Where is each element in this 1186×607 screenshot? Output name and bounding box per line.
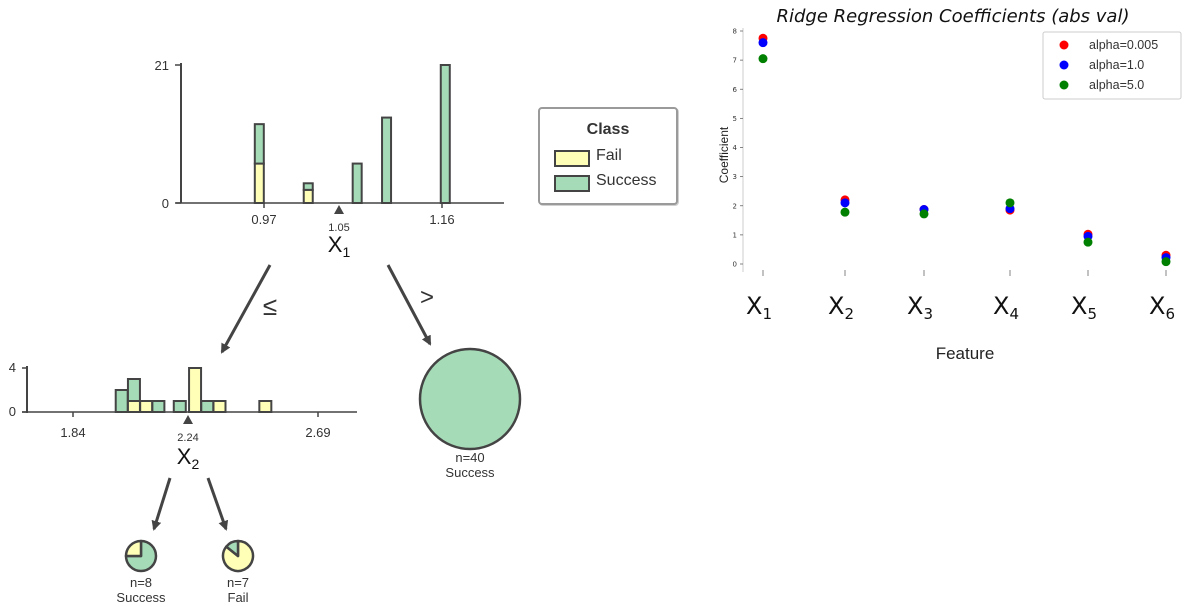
ridge-coefficient-chart: Ridge Regression Coefficients (abs val) … [717,6,1182,363]
ridge-point-s2-x2 [840,207,850,217]
ridge-x-axis-label: Feature [936,344,995,363]
x2-hist-bar-success-4 [172,400,187,413]
ridge-point-s1-x1 [758,38,768,48]
x2-left-branch-arrow [151,477,172,531]
left-branch-label: ≤ [263,291,277,321]
root-hist-bar-success-0 [253,123,265,165]
class-legend: Class Fail Success [538,107,678,205]
root-split-value: 1.05 [328,222,349,234]
ridge-xtick-label-2: X2 [828,292,854,323]
root-split-histogram: 21 0 0.97 1.16 1.05 X1 [155,58,504,260]
leaf-right-root-count: n=40 [455,450,484,465]
fail-label: Fail [596,147,622,164]
root-hist-bar-success-1 [302,182,314,191]
ridge-chart-title: Ridge Regression Coefficients (abs val) [776,6,1129,27]
leaf-left-x2-pie-slice-1 [124,539,143,558]
x2-hist-ytick-label-0: 0 [9,404,16,419]
x2-hist-bar-fail-5 [188,367,203,413]
x2-split-histogram: 4 0 1.84 2.69 2.24 X2 [9,360,357,472]
ridge-point-s1-x2 [840,198,850,208]
ridge-ytick-label-0: 0 [733,261,737,269]
x2-split-marker [183,415,193,424]
ridge-ytick-label-8: 8 [733,28,737,36]
ridge-xtick-label-1: X1 [746,292,772,323]
leaf-left-x2-pie-slice-0 [124,539,158,573]
ridge-ytick-label-2: 2 [733,202,737,210]
root-split-marker [334,205,344,214]
ridge-legend-frame [1042,31,1182,100]
x2-hist-bar-success-1 [126,378,141,402]
root-hist-bar-fail-0 [253,162,265,204]
ridge-xtick-label-4: X4 [993,292,1019,323]
success-swatch [554,175,590,192]
ridge-xtick-label-6: X6 [1149,292,1175,323]
class-legend-title: Class [586,121,630,138]
leaf-right-x2-pie [221,539,255,573]
x2-hist-bar-success-6 [200,400,215,413]
x2-hist-ytick-label-4: 4 [9,360,16,375]
x2-right-branch-arrow [206,477,229,531]
leaf-left-x2-pie [124,539,158,573]
ridge-legend-marker-alpha-1.0 [1059,60,1069,70]
x2-hist-bar-fail-2 [139,400,154,413]
ridge-xtick-label-5: X5 [1071,292,1097,323]
ridge-ytick-label-3: 3 [733,173,737,181]
ridge-legend-marker-alpha-0.005 [1059,40,1069,50]
root-hist-ytick-label-21: 21 [155,58,169,73]
ridge-ytick-label-7: 7 [733,57,737,65]
x2-hist-xtick-label-1.84: 1.84 [60,425,85,440]
left-branch-arrow [220,264,272,354]
leaf-right-x2: n=7 Fail [221,539,255,605]
ridge-point-s2-x4 [1005,198,1015,208]
leaf-right-root-class: Success [445,465,495,480]
root-hist-ytick-label-0: 0 [162,196,169,211]
ridge-legend-marker-alpha-5.0 [1059,80,1069,90]
ridge-point-s2-x6 [1161,257,1171,267]
x2-hist-bar-fail-8 [258,400,273,413]
root-variable-label: X1 [328,232,351,260]
ridge-point-s2-x5 [1083,237,1093,247]
root-hist-xtick-label-1.16: 1.16 [429,212,454,227]
leaf-right-x2-class: Fail [228,590,249,605]
right-branch-arrow [386,264,432,346]
root-hist-bar-success-3 [381,116,393,204]
leaf-left-x2-class: Success [116,590,166,605]
x2-variable-label: X2 [177,444,200,472]
root-hist-xtick-label-0.97: 0.97 [251,212,276,227]
x2-split-value: 2.24 [177,432,198,444]
x2-hist-bar-success-0 [114,389,129,413]
right-branch-label: > [420,284,434,311]
leaf-right-root-pie [418,347,522,451]
ridge-ytick-label-1: 1 [733,231,737,239]
leaf-left-x2-count: n=8 [130,575,152,590]
leaf-right-x2-pie-slice-1 [225,539,240,558]
ridge-y-axis-label: Coefficient [717,126,731,183]
leaf-left-x2: n=8 Success [116,539,166,605]
leaf-right-root: n=40 Success [418,347,522,480]
success-label: Success [596,172,657,189]
x2-hist-bar-success-3 [151,400,166,413]
x2-hist-bar-fail-7 [212,400,227,413]
leaf-right-x2-count: n=7 [227,575,249,590]
ridge-xtick-label-3: X3 [907,292,933,323]
ridge-legend: alpha=0.005 alpha=1.0 alpha=5.0 [1042,31,1182,100]
ridge-ytick-label-5: 5 [733,115,737,123]
root-hist-bar-success-2 [351,162,363,204]
ridge-ytick-label-6: 6 [733,86,738,94]
root-hist-bar-success-4 [439,64,451,204]
root-hist-bar-fail-1 [302,188,314,205]
ridge-legend-label-alpha-0.005: alpha=0.005 [1089,38,1158,52]
ridge-point-s2-x3 [919,209,929,219]
ridge-legend-label-alpha-1.0: alpha=1.0 [1089,58,1144,72]
x2-hist-xtick-label-2.69: 2.69 [305,425,330,440]
ridge-point-s2-x1 [758,54,768,64]
ridge-ytick-label-4: 4 [733,144,738,152]
x2-hist-bar-fail-1 [126,400,141,413]
ridge-legend-label-alpha-5.0: alpha=5.0 [1089,78,1144,92]
fail-swatch [554,150,590,167]
